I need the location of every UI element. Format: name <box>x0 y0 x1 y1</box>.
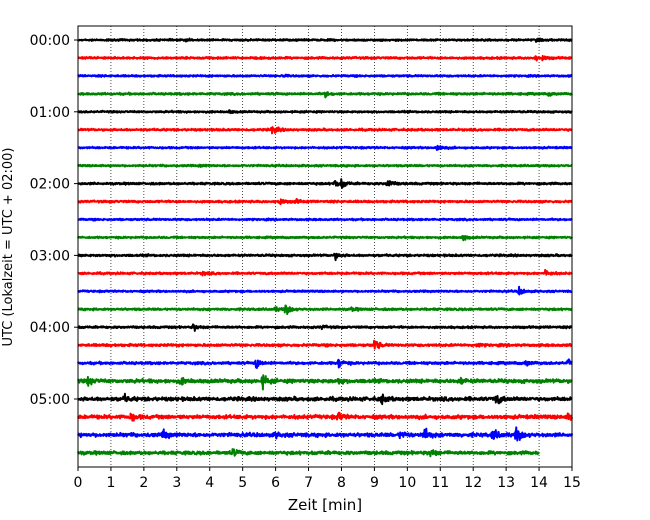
trace-0000 <box>77 37 573 43</box>
x-tick-label: 8 <box>337 475 346 491</box>
trace-0115 <box>77 126 573 135</box>
trace-0200 <box>77 178 573 189</box>
x-tick-label: 12 <box>464 475 482 491</box>
x-tick-label: 14 <box>530 475 548 491</box>
x-tick-label: 15 <box>563 475 581 491</box>
trace-0400 <box>77 323 573 332</box>
trace-0515 <box>77 411 573 422</box>
x-tick-label: 11 <box>431 475 449 491</box>
trace-0530 <box>77 426 573 442</box>
y-tick-label: 02:00 <box>30 177 70 193</box>
x-tick-label: 2 <box>139 475 148 491</box>
trace-0145 <box>77 163 573 168</box>
axes: 0 1 2 3 4 5 6 7 8 9 10 11 12 13 14 1500:0001:0002:0003:… <box>30 25 581 491</box>
trace-0315 <box>77 268 573 277</box>
y-tick-label: 04:00 <box>30 320 70 336</box>
plot-frame <box>77 25 573 468</box>
y-tick-label: 00:00 <box>30 33 70 49</box>
x-axis-label: Zeit [min] <box>288 496 362 514</box>
trace-0430 <box>77 358 573 369</box>
x-tick-label: 5 <box>238 475 247 491</box>
trace-0215 <box>77 197 573 206</box>
x-tick-label: 7 <box>304 475 313 491</box>
x-tick-label: 1 <box>106 475 115 491</box>
y-tick-label: 01:00 <box>30 105 70 121</box>
y-tick-label: 03:00 <box>30 248 70 264</box>
x-tick-label: 10 <box>398 475 416 491</box>
trace-0045 <box>77 91 573 99</box>
x-tick-label: 13 <box>497 475 515 491</box>
x-tick-label: 0 <box>74 475 83 491</box>
trace-0330 <box>77 285 573 296</box>
trace-0300 <box>77 252 573 262</box>
trace-0545 <box>77 448 540 458</box>
trace-0030 <box>77 73 573 78</box>
trace-0245 <box>77 234 573 242</box>
trace-0100 <box>77 109 573 115</box>
trace-0130 <box>77 144 573 151</box>
traces <box>77 37 573 458</box>
x-tick-label: 6 <box>271 475 280 491</box>
trace-0015 <box>77 54 573 62</box>
trace-0445 <box>77 374 573 391</box>
x-tick-label: 9 <box>370 475 379 491</box>
trace-0230 <box>77 217 573 222</box>
x-tick-label: 4 <box>205 475 214 491</box>
trace-0345 <box>77 304 573 316</box>
y-axis-label: UTC (Lokalzeit = UTC + 02:00) <box>1 148 16 347</box>
x-tick-label: 3 <box>172 475 181 491</box>
trace-0415 <box>77 339 573 350</box>
y-tick-label: 05:00 <box>30 392 70 408</box>
trace-0500 <box>77 392 573 406</box>
